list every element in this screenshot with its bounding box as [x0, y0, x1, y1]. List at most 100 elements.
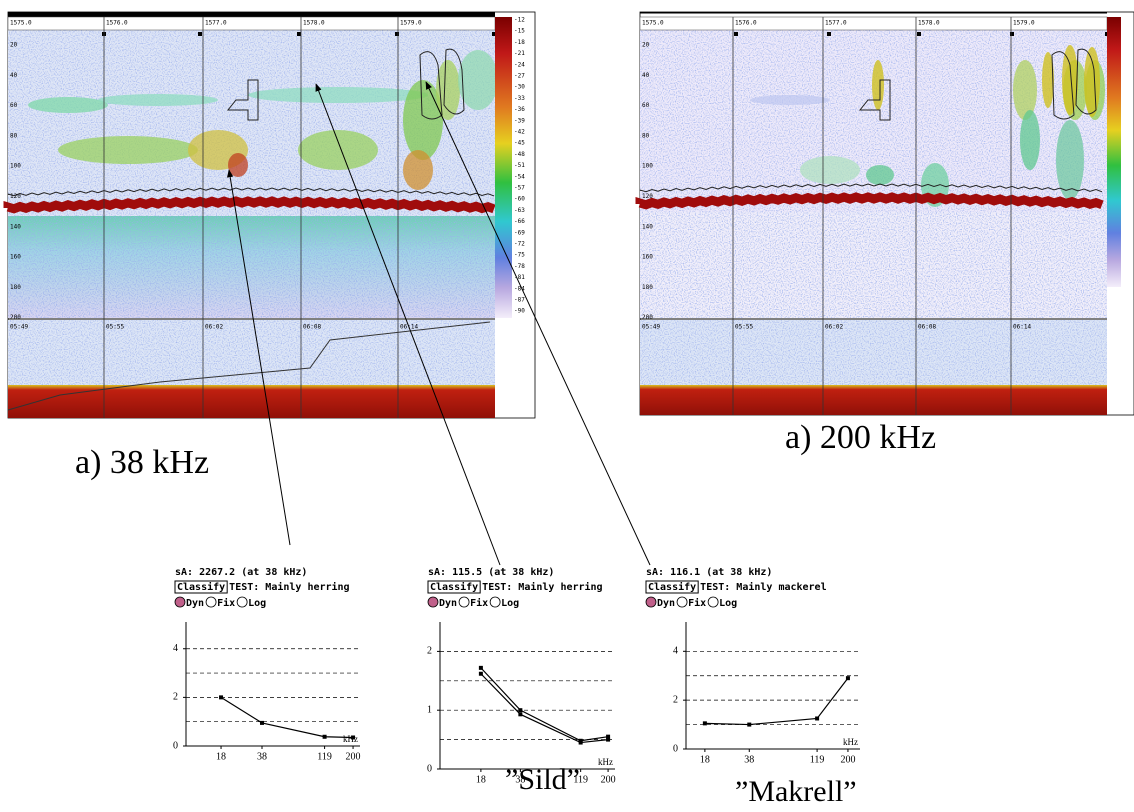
time-label: 05:55 [106, 324, 124, 331]
school [458, 50, 498, 110]
time-label: 06:08 [303, 324, 321, 331]
x-tick-label: 38 [257, 751, 267, 762]
sa-header: sA: 115.5 (at 38 kHz) [428, 567, 554, 578]
classify-button-frame[interactable] [427, 580, 481, 594]
x-tick-label: 200 [601, 774, 616, 785]
school [298, 130, 378, 170]
distance-label: 1577.0 [205, 20, 227, 27]
colorbar-label: -57 [514, 185, 525, 192]
radio-label[interactable]: Dyn [186, 598, 204, 609]
colorbar-label: -15 [514, 28, 525, 35]
y-tick-label: 4 [673, 646, 678, 657]
y-tick-label: 1 [427, 704, 432, 715]
colorbar-label: -66 [514, 218, 525, 225]
x-tick-label: 200 [346, 751, 361, 762]
ping-marker [734, 32, 738, 36]
depth-label: 100 [642, 163, 653, 170]
arrow [315, 83, 501, 566]
radio-label[interactable]: Log [248, 598, 266, 609]
classify-button[interactable]: Classify [430, 581, 478, 593]
radio-label[interactable]: Fix [688, 597, 706, 609]
radio-button[interactable] [707, 596, 719, 608]
school [28, 97, 108, 113]
chart: sA: 2267.2 (at 38 kHz) Classify TEST: Main… [173, 567, 361, 762]
school [1062, 45, 1078, 115]
radio-label[interactable]: Fix [217, 597, 235, 609]
time-label: 05:49 [10, 324, 28, 331]
ping-marker [395, 32, 399, 36]
point [351, 735, 356, 740]
radio-label[interactable]: Fix [470, 597, 488, 609]
colorbar-label: -12 [514, 17, 525, 24]
depth-label: 60 [642, 102, 650, 109]
radio-button[interactable] [205, 596, 217, 608]
depth-label: 160 [10, 254, 21, 261]
distance-label: 1579.0 [1013, 20, 1035, 27]
school-outline [1051, 48, 1097, 120]
depth-label: 40 [10, 72, 18, 79]
radio-button[interactable] [676, 596, 688, 608]
header-strip [639, 16, 1108, 31]
classify-button[interactable]: Classify [648, 581, 696, 593]
depth-label: 180 [642, 284, 653, 291]
classify-button-frame[interactable] [174, 580, 228, 594]
point [578, 740, 583, 745]
header-strip [7, 16, 496, 31]
school [98, 94, 218, 106]
radio-button[interactable] [174, 596, 186, 608]
school [228, 153, 248, 177]
y-tick-label: 0 [173, 740, 178, 751]
radio-button[interactable] [236, 596, 248, 608]
point [260, 720, 265, 725]
school [58, 136, 198, 164]
school [866, 165, 894, 185]
radio-button[interactable] [427, 596, 439, 608]
point [747, 722, 752, 727]
chart-caption: ”Sild” [505, 763, 580, 796]
radio-button[interactable] [645, 596, 657, 608]
depth-label: 140 [10, 223, 21, 230]
colorbar-label: -63 [514, 207, 525, 214]
colorbar-label: -90 [514, 308, 525, 315]
depth-label: 80 [10, 132, 18, 139]
radio-label[interactable]: Log [719, 598, 737, 609]
school [403, 150, 433, 190]
radio-label[interactable]: Dyn [439, 598, 457, 609]
classification-result: TEST: Mainly herring [482, 581, 602, 593]
seabed-echo [635, 192, 1104, 210]
radio-button[interactable] [458, 596, 470, 608]
sa-header: sA: 116.1 (at 38 kHz) [646, 567, 772, 578]
radio-label[interactable]: Dyn [657, 598, 675, 609]
time-label: 05:55 [735, 324, 753, 331]
colorbar-label: -81 [514, 274, 525, 281]
school [248, 87, 428, 103]
point [478, 665, 483, 670]
colorbar-label: -54 [514, 173, 525, 180]
classify-button[interactable]: Classify [177, 581, 225, 593]
time-label: 06:02 [825, 324, 843, 331]
sa-header: sA: 2267.2 (at 38 kHz) [175, 567, 307, 578]
y-tick-label: 0 [427, 763, 432, 774]
school-outline [226, 79, 259, 121]
caption-38khz: a) 38 kHz [75, 444, 209, 481]
colorbar-label: -51 [514, 162, 525, 169]
depth-label: 20 [642, 42, 650, 49]
ping-marker [1010, 32, 1014, 36]
colorbar-label: -78 [514, 263, 525, 270]
ping-marker [297, 32, 301, 36]
colorbar-label: -60 [514, 196, 525, 203]
depth-label: 180 [10, 284, 21, 291]
chart: sA: 116.1 (at 38 kHz) Classify TEST: Mainl… [645, 567, 860, 808]
x-axis-label: kHz [343, 734, 358, 744]
radio-label[interactable]: Log [501, 598, 519, 609]
distance-label: 1577.0 [825, 20, 847, 27]
x-tick-label: 38 [515, 774, 525, 785]
series-line [480, 667, 609, 742]
classify-button-frame[interactable] [645, 580, 699, 594]
radio-button[interactable] [489, 596, 501, 608]
school-outline [858, 79, 891, 121]
noise [640, 320, 1107, 385]
depth-label: 100 [10, 163, 21, 170]
depth-label: 80 [642, 132, 650, 139]
